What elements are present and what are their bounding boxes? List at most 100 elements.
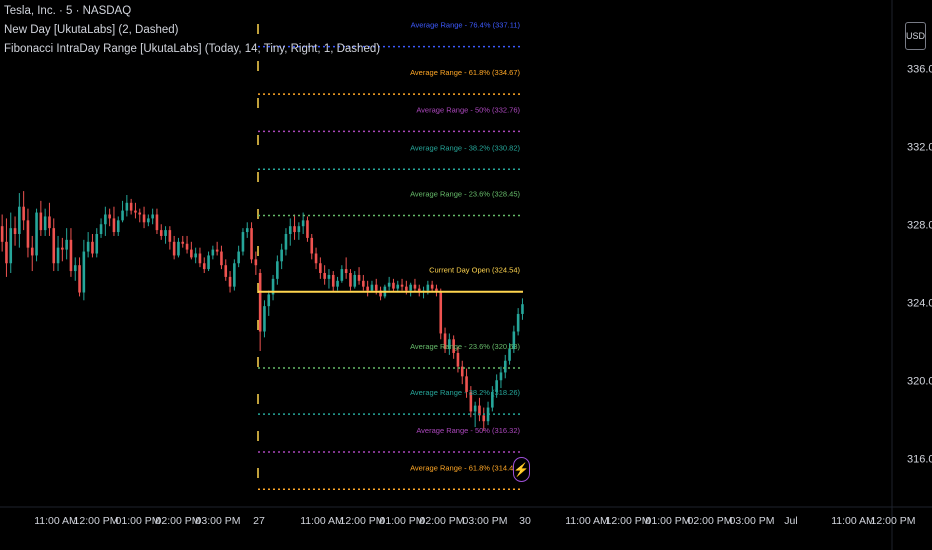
time-axis-label: 01:00 PM <box>380 515 425 527</box>
candle-body <box>439 292 443 334</box>
price-axis-label: 328.00 <box>907 219 932 231</box>
candle-body <box>482 415 486 422</box>
currency-button[interactable]: USD <box>905 22 926 50</box>
time-axis-label: 03:00 PM <box>196 515 241 527</box>
candle-body <box>379 290 382 297</box>
candle-body <box>95 234 99 254</box>
time-axis-label: 30 <box>519 515 531 527</box>
candle-body <box>465 376 468 392</box>
range-level-label: Current Day Open (324.54) <box>429 266 520 275</box>
candle-body <box>491 391 494 408</box>
candle-body <box>293 226 296 233</box>
candle-body <box>245 228 249 233</box>
candle-body <box>370 284 374 291</box>
candle-body <box>271 278 275 295</box>
candle-body <box>400 284 404 287</box>
candle-body <box>159 230 163 236</box>
time-axis-label: 03:00 PM <box>730 515 775 527</box>
candle-body <box>430 284 434 289</box>
candle-body <box>99 224 103 234</box>
candle-body <box>310 237 314 254</box>
candle-body <box>456 352 460 367</box>
candle-body <box>349 273 352 287</box>
candle-body <box>435 288 438 293</box>
candle-body <box>56 247 60 264</box>
candle-body <box>125 202 129 211</box>
candle-body <box>362 280 365 287</box>
candle-body <box>207 255 210 270</box>
candle-body <box>460 366 464 377</box>
candle-body <box>521 304 524 314</box>
candle-body <box>220 251 223 266</box>
candle-body <box>280 249 283 262</box>
candle-body <box>91 241 94 254</box>
candle-body <box>284 234 288 250</box>
candle-body <box>211 249 215 256</box>
lightning-icon[interactable]: ⚡ <box>513 457 530 482</box>
candle-body <box>495 380 498 392</box>
candle-body <box>39 212 43 231</box>
candle-body <box>314 253 318 264</box>
indicator-new-day[interactable]: New Day [UkutaLabs] (2, Dashed) <box>4 24 179 36</box>
candle-body <box>108 214 111 219</box>
range-level-label: Average Range - 61.8% (334.67) <box>410 68 520 77</box>
candle-body <box>327 274 331 279</box>
candle-body <box>392 282 395 289</box>
symbol-title[interactable]: Tesla, Inc. · 5 · NASDAQ <box>4 5 132 17</box>
candle-body <box>499 372 503 381</box>
candle-body <box>26 220 30 248</box>
time-axis-label: 27 <box>253 515 265 527</box>
candle-body <box>516 313 520 332</box>
candle-body <box>267 294 271 307</box>
time-axis-label: 11:00 AM <box>565 515 609 527</box>
candle-body <box>104 214 107 225</box>
range-level-label: Average Range - 23.6% (328.45) <box>410 189 520 198</box>
candle-body <box>426 284 430 291</box>
indicator-fibonacci-range[interactable]: Fibonacci IntraDay Range [UkutaLabs] (To… <box>4 43 381 55</box>
candle-body <box>181 241 185 244</box>
candle-body <box>263 306 266 332</box>
time-axis-label: 02:00 PM <box>688 515 733 527</box>
candle-body <box>52 228 56 264</box>
candle-body <box>344 269 348 273</box>
candle-body <box>413 284 417 289</box>
candle-body <box>121 210 124 221</box>
candle-body <box>134 210 137 213</box>
candle-body <box>9 228 13 264</box>
candle-body <box>86 241 90 252</box>
price-axis-label: 316.00 <box>907 453 932 465</box>
candle-body <box>35 212 38 256</box>
time-axis-label: Jul <box>784 515 797 527</box>
time-axis-label: 02:00 PM <box>156 515 201 527</box>
candle-body <box>164 230 167 236</box>
candle-body <box>508 349 511 361</box>
candle-body <box>129 202 133 211</box>
range-level-label: Average Range - 50% (332.76) <box>416 105 520 114</box>
candle-body <box>237 251 240 264</box>
candle-body <box>443 333 447 350</box>
time-axis-label: 02:00 PM <box>420 515 465 527</box>
candle-body <box>138 212 142 215</box>
candle-body <box>147 218 150 223</box>
candle-body <box>172 241 176 256</box>
candle-body <box>13 228 17 234</box>
candle-body <box>254 259 258 266</box>
candle-body <box>112 218 116 233</box>
time-axis-label: 01:00 PM <box>116 515 161 527</box>
time-axis-label: 12:00 PM <box>340 515 385 527</box>
candle-body <box>61 247 64 250</box>
candle-body <box>478 405 481 416</box>
candle-body <box>48 216 51 229</box>
candle-body <box>340 269 344 281</box>
candle-body <box>387 282 391 287</box>
candle-body <box>417 288 421 293</box>
time-axis-label: 12:00 PM <box>606 515 651 527</box>
candle-body <box>396 284 400 289</box>
price-axis-label: 336.00 <box>907 63 932 75</box>
candle-body <box>30 247 34 256</box>
candle-body <box>448 339 451 350</box>
candle-body <box>306 220 309 238</box>
range-level-label: Average Range - 38.2% (318.26) <box>410 388 520 397</box>
time-axis-label: 01:00 PM <box>646 515 691 527</box>
